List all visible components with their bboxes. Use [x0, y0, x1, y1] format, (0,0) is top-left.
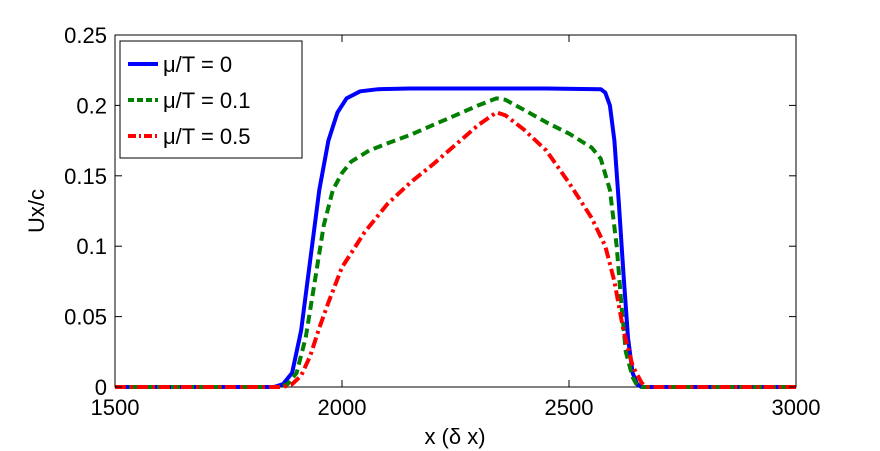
y-tick-label-2: 0.1	[76, 234, 107, 259]
legend-label-1: μ/T = 0.1	[163, 88, 250, 113]
legend: μ/T = 0 μ/T = 0.1 μ/T = 0.5	[119, 40, 303, 159]
y-axis-label: Ux/c	[24, 189, 49, 233]
legend-label-2: μ/T = 0.5	[163, 124, 250, 149]
y-tick-label-5: 0.25	[64, 23, 107, 48]
y-tick-label-1: 0.05	[64, 305, 107, 330]
legend-label-0: μ/T = 0	[163, 52, 232, 77]
series-line-1	[115, 96, 796, 389]
x-tick-label-3: 3000	[772, 395, 821, 420]
series-layer	[115, 86, 796, 389]
ticks-layer: 1500 2000 2500 3000 0 0.05 0.1 0.15 0.2 0.25	[64, 23, 820, 420]
y-tick-label-0: 0	[95, 375, 107, 400]
x-tick-label-0: 1500	[91, 395, 140, 420]
x-tick-label-2: 2500	[545, 395, 594, 420]
y-tick-label-3: 0.15	[64, 164, 107, 189]
y-tick-label-4: 0.2	[76, 93, 107, 118]
series-line-0	[115, 86, 796, 389]
x-tick-label-1: 2000	[318, 395, 367, 420]
series-line-2	[115, 110, 796, 389]
x-axis-label: x (δ x)	[424, 424, 485, 449]
